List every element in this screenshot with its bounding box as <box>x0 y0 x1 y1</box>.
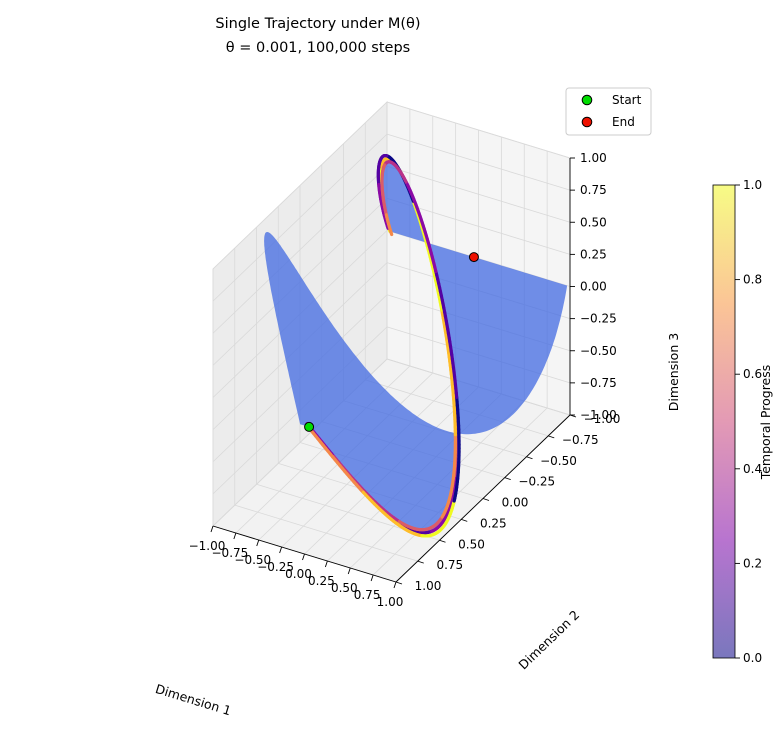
colorbar-label: Temporal Progress <box>758 365 773 481</box>
y-tick-label: 0.00 <box>502 496 529 510</box>
axes: −1.00−1.00−1.00−0.75−0.75−0.75−0.50−0.50… <box>189 151 621 609</box>
colorbar-tick-label: 0.2 <box>743 556 762 570</box>
x-tick-label: −0.25 <box>257 560 294 574</box>
colorbar-tick-label: 0.0 <box>743 651 762 665</box>
x-tick <box>279 546 283 554</box>
y-tick-label: 1.00 <box>415 579 442 593</box>
y-tick-label: −0.25 <box>518 475 555 489</box>
surface-ribbon <box>264 158 568 533</box>
y-tick-label: −0.75 <box>562 433 599 447</box>
trajectory-segment <box>385 224 390 230</box>
grid-line <box>386 165 571 223</box>
chart-title-line1: Single Trajectory under M(θ) <box>215 16 420 32</box>
x-tick-label: 1.00 <box>377 595 404 609</box>
y-tick <box>504 477 511 481</box>
y-tick-label: 0.50 <box>458 537 485 551</box>
colorbar-tick-label: 0.6 <box>743 367 762 381</box>
y-tick <box>417 560 424 564</box>
colorbar-tick-label: 0.4 <box>743 462 762 476</box>
z-tick-label: 0.25 <box>580 247 607 261</box>
y-tick-label: 0.25 <box>480 516 507 530</box>
x-tick <box>256 539 260 547</box>
z-tick-label: 0.00 <box>580 280 607 294</box>
y-tick <box>395 581 403 585</box>
x-tick <box>302 553 305 561</box>
legend-start-marker <box>581 94 593 106</box>
grid-line <box>386 133 571 191</box>
trajectory <box>304 153 479 538</box>
z-tick-label: 0.50 <box>580 215 607 229</box>
grid-line <box>212 101 388 270</box>
x-tick <box>210 525 214 533</box>
x-tick-label: −1.00 <box>189 539 226 553</box>
x-tick <box>324 560 328 568</box>
x-tick <box>347 567 351 575</box>
y-tick <box>548 435 555 439</box>
z-axis-label: Dimension 3 <box>666 333 681 411</box>
legend-start-label: Start <box>612 93 642 107</box>
x-tick-label: −0.75 <box>212 546 249 560</box>
colorbar-tick-label: 1.0 <box>743 178 762 192</box>
z-tick-label: 1.00 <box>580 151 607 165</box>
y-tick-label: 0.75 <box>436 558 463 572</box>
end-marker <box>468 252 479 263</box>
y-tick <box>482 498 490 501</box>
x-tick-label: 0.50 <box>331 581 358 595</box>
z-tick-label: −0.75 <box>580 376 617 390</box>
z-tick-label: −0.25 <box>580 312 617 326</box>
grid-line <box>386 101 571 159</box>
z-tick-label: −1.00 <box>580 408 617 422</box>
start-marker <box>304 421 315 432</box>
y-tick <box>461 518 468 522</box>
x-tick-label: −0.50 <box>234 553 271 567</box>
legend: Start End <box>565 87 652 136</box>
x-tick <box>393 581 397 589</box>
y-tick-label: −1.00 <box>584 412 621 426</box>
legend-end-marker <box>581 116 593 128</box>
z-tick-label: −0.50 <box>580 344 617 358</box>
y-tick <box>526 456 533 460</box>
legend-end-label: End <box>612 115 635 129</box>
colorbar-tick-label: 0.8 <box>743 273 762 287</box>
colorbar: 0.0 0.2 0.4 0.6 0.8 1.0 <box>712 178 762 665</box>
x-tick-label: 0.25 <box>308 574 335 588</box>
x-tick-label: 0.75 <box>354 588 381 602</box>
z-tick-label: 0.75 <box>580 183 607 197</box>
colorbar-gradient <box>712 184 736 659</box>
trajectory-segment <box>389 230 394 237</box>
y-tick <box>439 539 446 543</box>
grid-line <box>212 133 388 302</box>
chart-title-line2: θ = 0.001, 100,000 steps <box>226 40 410 56</box>
x-tick-label: 0.00 <box>285 567 312 581</box>
y-tick-label: −0.50 <box>540 454 577 468</box>
x-tick <box>370 574 374 582</box>
x-tick <box>233 532 237 540</box>
surface-fill <box>264 158 568 533</box>
grid-line <box>212 165 388 334</box>
